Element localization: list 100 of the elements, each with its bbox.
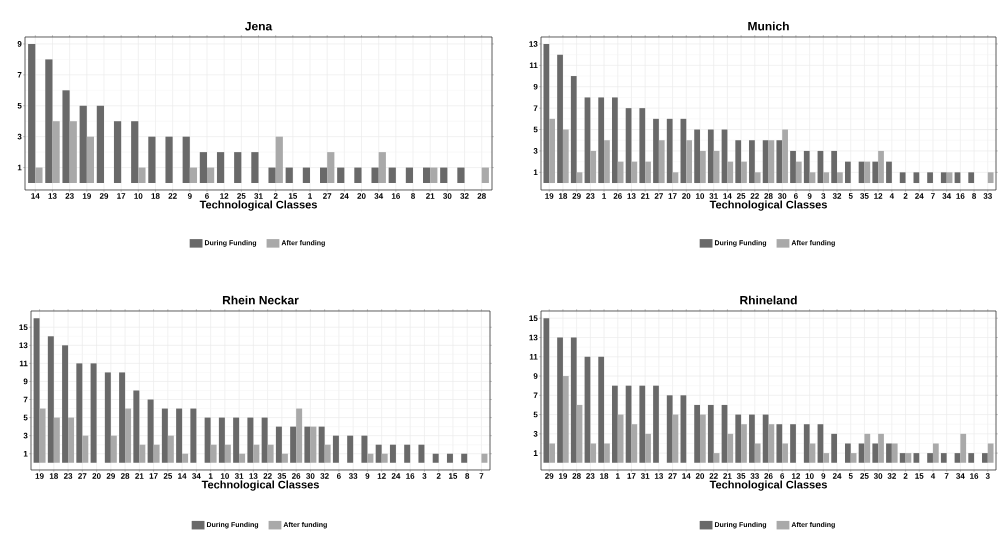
bar [570,337,577,463]
x-tick-label: 9 [365,473,370,479]
bar [165,136,173,184]
x-tick-label: 15 [915,473,924,479]
bar [296,408,303,463]
bar [119,372,126,463]
x-tick-label: 19 [545,193,554,199]
bar [207,167,215,184]
y-tick-label: 9 [533,373,538,379]
bar [430,167,438,184]
bar [617,161,624,184]
bar [864,433,871,463]
x-tick-label: 29 [572,193,581,199]
bar [261,417,268,463]
bar [831,150,838,184]
x-tick-label: 34 [942,193,952,199]
bar [886,161,892,184]
bar [216,152,225,184]
x-tick-label: 5 [848,193,853,199]
x-tick-label: 6 [205,193,209,199]
bar [886,443,892,463]
x-tick-label: 2 [903,473,908,479]
bar [182,453,189,463]
x-tick-label: 35 [860,193,869,199]
bar [247,417,254,463]
x-tick-label: 31 [640,473,650,479]
bar [361,435,368,463]
x-axis-title: Technological Classes [201,480,319,491]
x-tick-label: 19 [35,473,44,479]
bar [754,172,761,184]
bar [557,337,563,463]
x-tick-label: 7 [944,473,949,479]
y-tick-label: 5 [23,414,28,421]
bar [899,453,906,463]
x-tick-label: 30 [443,193,452,199]
bar [639,385,646,463]
bar [234,152,242,184]
x-tick-label: 26 [764,473,773,479]
bar [310,426,317,463]
x-tick-label: 27 [78,473,87,479]
bar [590,150,597,184]
bar [645,161,651,184]
y-tick-label: 3 [23,432,28,439]
x-tick-label: 20 [695,473,705,479]
x-tick-label: 24 [391,473,401,479]
bar [790,424,796,463]
x-tick-label: 8 [972,193,977,199]
bar [461,453,468,463]
x-tick-label: 33 [348,473,358,479]
bar [422,167,431,184]
y-tick-label: 7 [533,392,538,399]
x-tick-label: 21 [723,473,732,479]
x-tick-label: 32 [460,193,469,199]
x-tick-label: 33 [983,193,992,199]
bar [62,90,70,184]
x-tick-label: 26 [613,193,622,199]
x-tick-label: 9 [187,193,192,199]
bar [378,152,386,184]
bar [481,167,489,184]
bar [927,453,933,463]
x-tick-label: 34 [374,193,384,199]
bar [823,453,830,463]
x-tick-label: 5 [848,473,853,479]
x-tick-label: 12 [377,473,386,479]
x-tick-label: 26 [291,473,301,479]
y-tick-label: 5 [533,411,538,418]
bar [987,172,994,184]
y-tick-label: 9 [17,41,22,47]
x-tick-label: 18 [600,473,609,479]
bar [631,424,638,463]
bar [749,414,755,463]
x-tick-label: 33 [750,473,759,479]
bar [653,385,659,463]
x-tick-label: 31 [254,193,263,199]
bar [905,453,912,463]
x-tick-label: 21 [640,193,650,199]
bar [913,172,920,184]
bar [776,140,783,184]
bar [281,453,288,463]
bar [913,453,920,463]
bar [28,43,36,184]
bar [302,167,311,184]
bar [968,453,975,463]
y-tick-label: 13 [529,41,538,47]
bar [968,172,975,184]
x-tick-label: 32 [832,193,842,199]
bar [754,443,761,463]
bar [405,167,414,184]
bar [762,414,769,463]
bar [457,167,465,184]
x-tick-label: 3 [985,473,990,479]
x-tick-label: 18 [558,193,568,199]
bar [233,417,240,463]
y-tick-label: 7 [533,105,538,111]
bar [45,59,53,184]
x-tick-label: 29 [545,473,554,479]
bar [658,140,665,184]
bar [982,453,988,463]
bar [645,433,651,463]
bar [96,105,104,184]
